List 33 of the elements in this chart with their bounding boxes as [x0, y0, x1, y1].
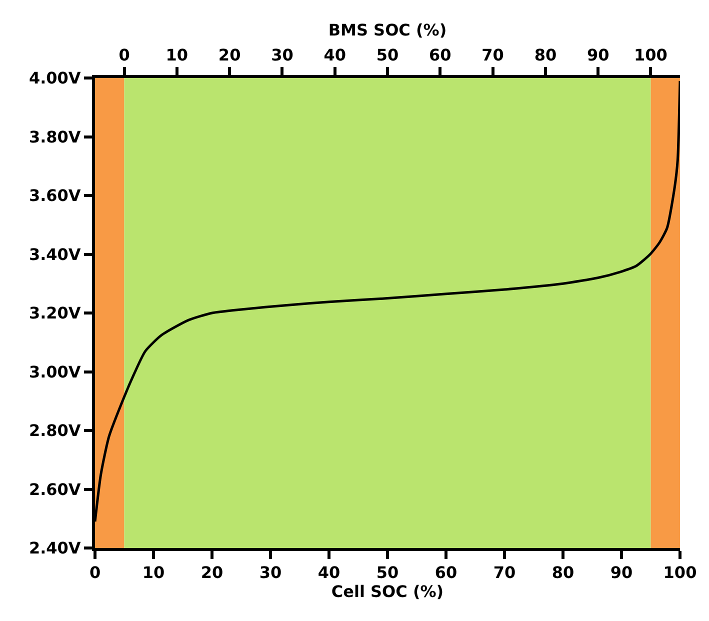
y-tick-label: 4.00V: [28, 68, 82, 88]
y-tick-label: 2.80V: [28, 421, 82, 440]
x-axis-title: Cell SOC (%): [331, 582, 444, 602]
x2-tick-label: 70: [482, 46, 504, 65]
x2-tick-label: 0: [118, 46, 130, 65]
x-tick-label: 80: [552, 563, 574, 582]
y-tick-label: 3.60V: [28, 186, 82, 206]
x2-tick-label: 100: [634, 46, 668, 65]
x-tick-label: 30: [259, 563, 282, 582]
y-tick-label: 3.80V: [28, 127, 82, 146]
x2-tick-label: 40: [324, 46, 346, 65]
x2-tick-label: 20: [218, 46, 241, 65]
x2-tick-label: 60: [429, 46, 452, 65]
y-tick-label: 3.20V: [28, 304, 82, 323]
x2-tick-label: 90: [586, 46, 610, 65]
x2-axis-title: BMS SOC (%): [328, 20, 447, 40]
y-tick-label: 3.40V: [28, 244, 82, 264]
x-tick-label: 60: [434, 563, 458, 582]
x2-tick-label: 80: [534, 46, 557, 65]
x-tick-label: 40: [318, 563, 340, 582]
y-tick-label: 3.00V: [28, 362, 82, 382]
x2-tick-label: 50: [376, 46, 399, 65]
x-tick-label: 10: [142, 563, 165, 582]
x-tick-label: 20: [200, 563, 224, 582]
y-tick-label: 2.40V: [28, 538, 82, 558]
x-tick-label: 100: [663, 563, 697, 582]
x-tick-label: 70: [493, 563, 516, 582]
x-tick-label: 50: [376, 563, 399, 582]
x-tick-label: 90: [610, 563, 633, 582]
x-tick-label: 0: [89, 563, 101, 582]
x2-tick-label: 10: [166, 46, 188, 65]
x2-tick-label: 30: [271, 46, 294, 65]
y-tick-label: 2.60V: [28, 480, 82, 499]
